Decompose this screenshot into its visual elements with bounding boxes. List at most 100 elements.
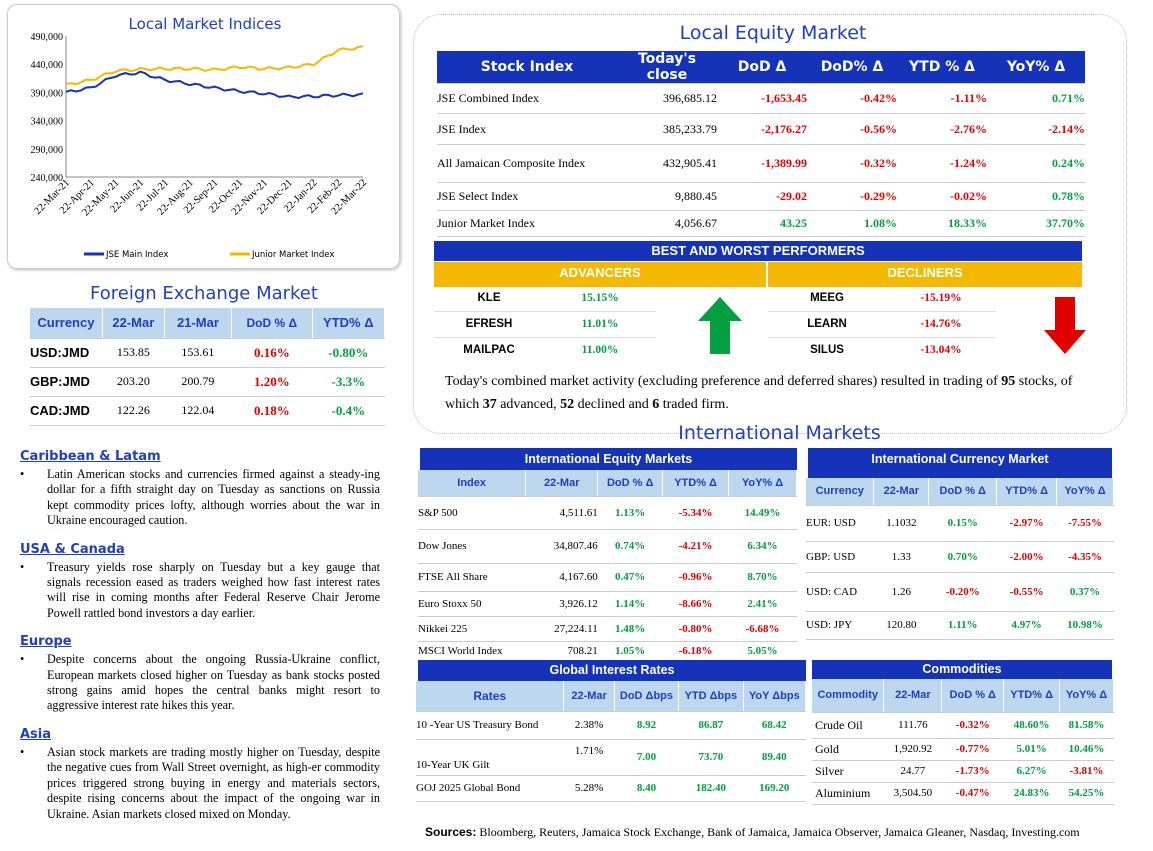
equity-yoy: 37.70% xyxy=(987,210,1085,237)
table-row: JSE Select Index 9,880.45 -29.02 -0.29% … xyxy=(437,182,1085,211)
equity-ytd: -1.24% xyxy=(897,144,987,183)
commodity-name: Crude Oil xyxy=(812,712,884,739)
table-row: S&P 500 4,511.61 1.13% -5.34% 14.49% xyxy=(418,496,797,530)
table-row: Junior Market Index 4,056.67 43.25 1.08%… xyxy=(437,210,1085,237)
advancer-change: 15.15% xyxy=(581,291,619,304)
advancer-symbol: MAILPAC xyxy=(463,344,515,357)
table-row: Euro Stoxx 50 3,926.12 1.14% -8.66% 2.41… xyxy=(418,591,797,617)
table-row: LEARN -14.76% xyxy=(768,311,996,337)
equity-index-name: JSE Combined Index xyxy=(437,83,617,114)
table-row: KLE 15.15% xyxy=(434,285,656,311)
fx-header: 21-Mar xyxy=(164,308,233,339)
advancers-header: ADVANCERS xyxy=(434,262,766,287)
fx-pair: USD:JMD xyxy=(30,338,103,368)
table-row: USD: JPY 120.80 1.11% 4.97% 10.98% xyxy=(806,611,1114,640)
fx-pair: CAD:JMD xyxy=(30,396,103,426)
intl-equity-name: S&P 500 xyxy=(418,496,526,530)
intl-fx-title: International Currency Market xyxy=(808,448,1112,478)
fx-pair: GBP:JMD xyxy=(30,367,103,397)
intl-equity-value: 708.21 xyxy=(525,641,598,662)
news-heading[interactable]: Asia xyxy=(20,726,52,742)
news-text: Asian stock markets are trading mostly h… xyxy=(20,745,380,822)
table-row: 10-Year UK Gilt 1.71% 7.00 73.70 89.40 xyxy=(416,739,806,776)
news-text: Latin American stocks and currencies fir… xyxy=(20,467,380,529)
table-row: MEEG -15.19% xyxy=(768,285,996,311)
table-row: Crude Oil 111.76 -0.32% 48.60% 81.58% xyxy=(812,712,1114,739)
decliner-symbol: LEARN xyxy=(807,318,847,330)
intl-equity-dod: 0.74% xyxy=(597,529,663,564)
equity-close: 9,880.45 xyxy=(617,182,717,211)
news-heading[interactable]: USA & Canada xyxy=(20,541,125,557)
legend-label: Junior Market Index xyxy=(251,250,334,260)
fx-value: 122.04 xyxy=(164,396,232,426)
rates-header: Rates xyxy=(416,681,565,712)
intl-equity-name: Nikkei 225 xyxy=(418,616,526,642)
equity-index-name: All Jamaican Composite Index xyxy=(437,144,617,183)
equity-dod-pct: -0.56% xyxy=(807,113,897,145)
market-summary: Today's combined market activity (exclud… xyxy=(445,370,1085,416)
equity-yoy: 0.78% xyxy=(987,182,1085,211)
intl-fx-dod: -0.20% xyxy=(928,572,997,612)
fx-value: 153.61 xyxy=(164,338,232,368)
table-row: 10 -Year US Treasury Bond 2.38% 8.92 86.… xyxy=(416,711,806,740)
rates-header-row: Rates 22-Mar DoD Δbps YTD Δbps YoY Δbps xyxy=(416,681,807,712)
news-heading[interactable]: Europe xyxy=(20,634,72,650)
intl-fx-ytd: -0.55% xyxy=(996,572,1057,612)
local-indices-chart: Local Market Indices 490,000 440,000 390,0… xyxy=(31,15,370,260)
local-equity-table: Stock Index Today's close DoD Δ DoD% Δ Y… xyxy=(437,51,1085,237)
fx-value: 203.20 xyxy=(102,367,165,397)
rate-dod: 8.40 xyxy=(614,775,679,802)
summary-total: 95 xyxy=(1001,374,1016,389)
rate-name: 10-Year UK Gilt xyxy=(416,739,564,776)
commodity-name: Aluminium xyxy=(812,782,884,805)
summary-declined: 52 xyxy=(560,397,575,412)
intl-fx-pair: USD: CAD xyxy=(806,572,874,612)
rate-ytd: 86.87 xyxy=(678,711,744,740)
intl-fx-yoy: 10.98% xyxy=(1056,611,1114,640)
commodity-dod: -0.77% xyxy=(941,738,1004,761)
fx-value: 122.26 xyxy=(102,396,165,426)
equity-close: 432,905.41 xyxy=(617,144,717,183)
news-text: Treasury yields rose sharply on Tuesday … xyxy=(20,560,380,622)
rate-dod: 8.92 xyxy=(614,711,679,740)
advancer-change: 11.01% xyxy=(581,318,619,330)
table-row: Gold 1,920.92 -0.77% 5.01% 10.46% xyxy=(812,738,1114,761)
equity-ytd: -2.76% xyxy=(897,113,987,145)
commodity-name: Gold xyxy=(812,738,884,761)
equity-dod-pct: -0.29% xyxy=(807,182,897,211)
intl-equity-ytd: -5.34% xyxy=(662,496,729,530)
fx-header: Currency xyxy=(30,308,103,339)
intl-equity-ytd: -0.96% xyxy=(662,563,729,592)
news-heading[interactable]: Caribbean & Latam xyxy=(20,449,161,464)
commodities-header: DoD % Δ xyxy=(941,679,1005,713)
y-tick-label: 440,000 xyxy=(31,60,64,71)
decliners-table: MEEG -15.19% LEARN -14.76% SILUS -13.04% xyxy=(768,285,996,363)
up-arrow-icon xyxy=(698,297,742,354)
y-tick-label: 490,000 xyxy=(31,32,64,43)
equity-dod: -2,176.27 xyxy=(717,113,807,145)
intl-equity-value: 27,224.11 xyxy=(525,616,598,642)
fx-dod: 1.20% xyxy=(231,367,313,397)
intl-equity-header: DoD % Δ xyxy=(597,470,664,497)
table-row: MAILPAC 11.00% xyxy=(434,337,656,363)
intl-equity-yoy: -6.68% xyxy=(728,616,797,642)
commodity-yoy: 10.46% xyxy=(1059,738,1114,761)
table-row: JSE Index 385,233.79 -2,176.27 -0.56% -2… xyxy=(437,113,1085,145)
intl-equity-header: Index xyxy=(418,470,527,497)
commodity-ytd: 24.83% xyxy=(1003,782,1060,805)
intl-equity-ytd: -8.66% xyxy=(662,591,729,617)
commodity-dod: -0.47% xyxy=(941,782,1004,805)
commodities-table: Commodity 22-Mar DoD % Δ YTD% Δ YoY% Δ C… xyxy=(812,679,1114,805)
intl-fx-value: 1.1032 xyxy=(873,505,929,542)
rates-header: YTD Δbps xyxy=(678,681,744,712)
commodities-header: YTD% Δ xyxy=(1003,679,1061,713)
rate-name: GOJ 2025 Global Bond xyxy=(416,775,564,802)
chart-title: Local Market Indices xyxy=(129,15,282,33)
equity-dod: -29.02 xyxy=(717,182,807,211)
decliner-change: -13.04% xyxy=(920,344,962,357)
intl-equity-ytd: -4.21% xyxy=(662,529,729,564)
intl-equity-header: 22-Mar xyxy=(525,470,599,497)
fx-value: 153.85 xyxy=(102,338,165,368)
intl-equity-value: 4,167.60 xyxy=(525,563,598,592)
news-column: Caribbean & Latam Latin American stocks … xyxy=(20,449,380,822)
